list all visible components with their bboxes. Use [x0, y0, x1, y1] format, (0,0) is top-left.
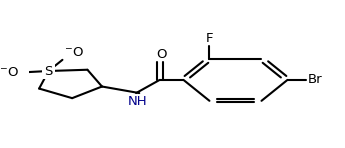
- Text: S: S: [45, 65, 53, 78]
- Text: $^{-}$O: $^{-}$O: [0, 66, 19, 79]
- Text: Br: Br: [307, 73, 322, 86]
- Text: F: F: [206, 32, 213, 45]
- Text: $^{-}$O: $^{-}$O: [64, 46, 84, 59]
- Text: O: O: [156, 48, 167, 61]
- Text: NH: NH: [128, 95, 148, 108]
